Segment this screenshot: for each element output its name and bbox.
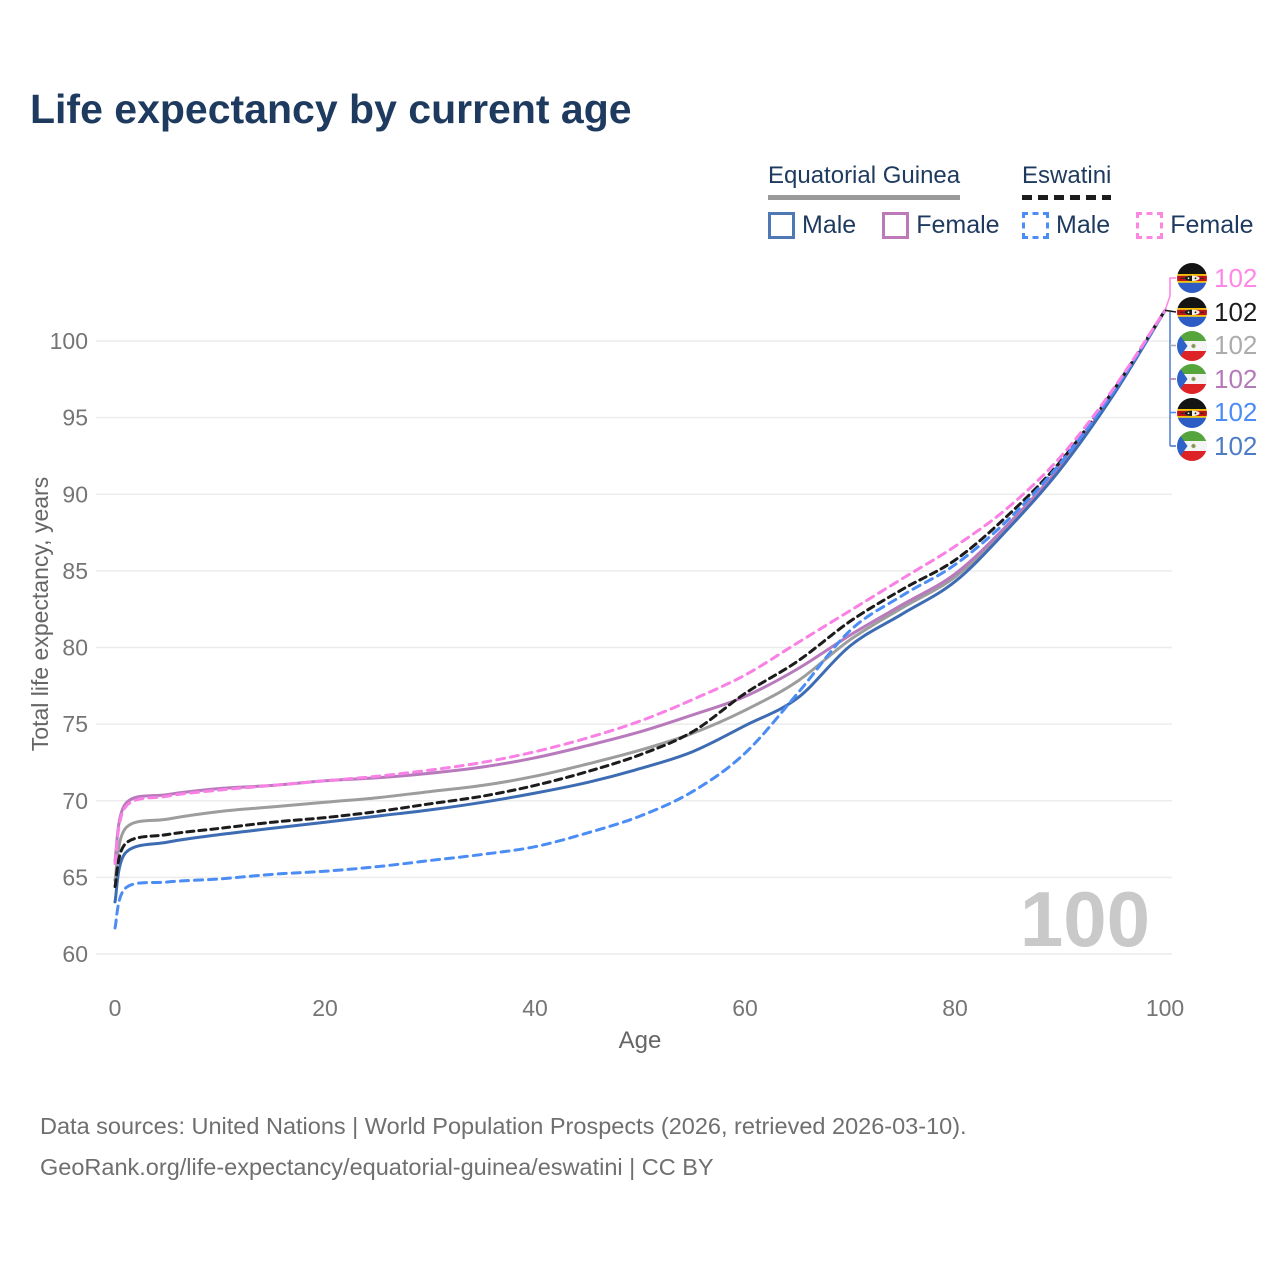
y-axis-tick-label: 85 bbox=[62, 558, 88, 584]
legend-item-equatorial-guinea-male[interactable]: Male bbox=[768, 211, 856, 240]
end-label-row-equatorial-guinea-both-sexes: 102 bbox=[1177, 330, 1258, 361]
female-solid-swatch bbox=[882, 211, 910, 239]
end-value-label: 102 bbox=[1214, 330, 1258, 360]
x-axis-title: Age bbox=[619, 1027, 662, 1054]
y-axis-tick-label: 90 bbox=[62, 481, 88, 507]
end-value-label: 102 bbox=[1214, 430, 1258, 461]
end-label-row-eswatini-male: 102 bbox=[1177, 397, 1258, 428]
legend-group-eswatini: Eswatini Male Female bbox=[1022, 162, 1254, 240]
page-title: Life expectancy by current age bbox=[30, 86, 632, 132]
male-solid-swatch bbox=[768, 211, 795, 239]
end-value-label: 102 bbox=[1214, 397, 1258, 427]
legend-item-label: Female bbox=[916, 210, 1000, 239]
equatorial-guinea-line-style-swatch bbox=[768, 195, 961, 200]
y-axis-tick-label: 60 bbox=[62, 941, 88, 967]
female-dashed-swatch bbox=[1136, 211, 1164, 239]
end-value-label: 102 bbox=[1214, 262, 1258, 293]
equatorial-guinea-flag-icon bbox=[1177, 330, 1207, 361]
y-axis-tick-label: 75 bbox=[62, 711, 88, 737]
series-line-eswatini-male[interactable] bbox=[113, 308, 1167, 930]
legend-group-title-eswatini[interactable]: Eswatini bbox=[1022, 162, 1112, 189]
footer-data-sources: Data sources: United Nations | World Pop… bbox=[40, 1113, 967, 1139]
eswatini-flag-icon bbox=[1177, 297, 1207, 327]
equatorial-guinea-flag-icon bbox=[1177, 364, 1207, 394]
y-axis-tick-label: 65 bbox=[62, 864, 88, 890]
series-line-equatorial-guinea-female[interactable] bbox=[113, 308, 1167, 863]
end-value-label: 102 bbox=[1214, 296, 1258, 327]
series-line-equatorial-guinea-male[interactable] bbox=[113, 308, 1167, 904]
x-axis-tick-label: 0 bbox=[109, 995, 122, 1021]
end-value-label: 102 bbox=[1214, 363, 1258, 394]
end-label-row-eswatini-female: 102 bbox=[1177, 263, 1257, 293]
y-axis-tick-label: 80 bbox=[62, 635, 88, 661]
legend-item-eswatini-male[interactable]: Male bbox=[1022, 211, 1110, 240]
legend-group-title-equatorial-guinea[interactable]: Equatorial Guinea bbox=[768, 162, 961, 189]
equatorial-guinea-flag-icon bbox=[1177, 431, 1207, 461]
end-label-row-equatorial-guinea-male: 102 bbox=[1177, 431, 1257, 461]
male-dashed-swatch bbox=[1022, 211, 1049, 239]
y-axis-title: Total life expectancy, years bbox=[27, 477, 53, 751]
legend-group-equatorial-guinea: Equatorial Guinea Male Female bbox=[768, 162, 1000, 240]
x-axis-tick-label: 20 bbox=[312, 995, 338, 1021]
legend-item-equatorial-guinea-female[interactable]: Female bbox=[882, 210, 1000, 240]
end-label-row-eswatini-both-sexes: 102 bbox=[1177, 297, 1257, 327]
legend-item-label: Female bbox=[1170, 210, 1254, 239]
series-line-equatorial-guinea-both-sexes[interactable] bbox=[113, 308, 1167, 882]
end-label-row-equatorial-guinea-female: 102 bbox=[1177, 364, 1257, 394]
x-axis-tick-label: 40 bbox=[522, 995, 548, 1021]
eswatini-flag-icon bbox=[1177, 263, 1207, 293]
leader-line bbox=[1164, 309, 1177, 313]
y-axis-tick-label: 100 bbox=[50, 328, 88, 354]
leader-line bbox=[1164, 277, 1176, 311]
eswatini-line-style-swatch bbox=[1022, 195, 1112, 200]
series-line-eswatini-female[interactable] bbox=[113, 308, 1167, 866]
series-line-eswatini-both-sexes[interactable] bbox=[113, 308, 1167, 889]
x-axis-tick-label: 80 bbox=[942, 995, 968, 1021]
legend-item-label: Male bbox=[1056, 210, 1111, 239]
y-axis-tick-label: 70 bbox=[62, 788, 88, 814]
eswatini-flag-icon bbox=[1177, 397, 1207, 428]
footer-attribution-url: GeoRank.org/life-expectancy/equatorial-g… bbox=[40, 1154, 714, 1180]
legend-item-label: Male bbox=[802, 210, 857, 239]
x-axis-tick-label: 60 bbox=[732, 995, 758, 1021]
footer: Data sources: United Nations | World Pop… bbox=[40, 1106, 967, 1188]
legend-item-eswatini-female[interactable]: Female bbox=[1136, 210, 1254, 240]
age-watermark: 100 bbox=[1020, 875, 1150, 963]
y-axis-tick-label: 95 bbox=[62, 405, 88, 431]
x-axis-tick-label: 100 bbox=[1146, 995, 1184, 1021]
